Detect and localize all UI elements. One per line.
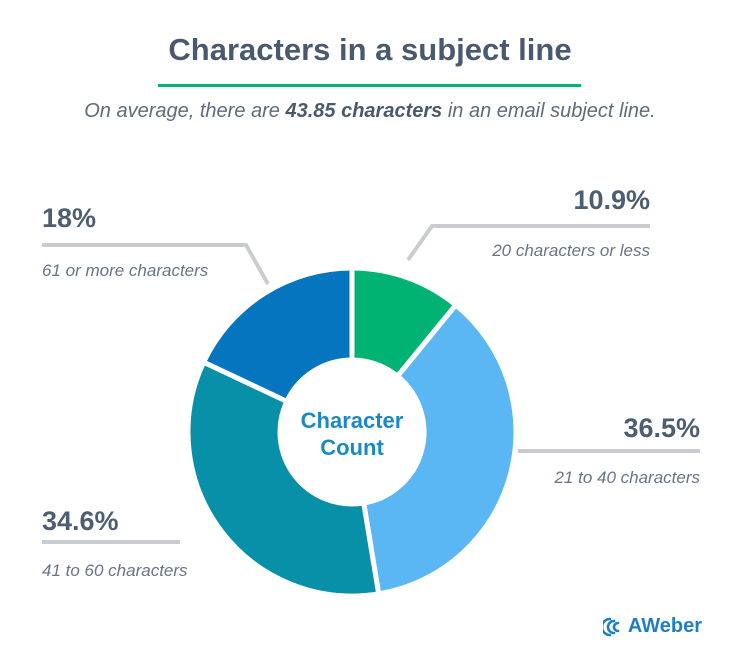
aweber-logo: AWeber — [602, 615, 702, 638]
subtitle-text-end: in an email subject line. — [442, 100, 656, 122]
donut-slice — [360, 301, 519, 597]
leader-lines — [42, 224, 700, 544]
slice-category-label: 41 to 60 characters — [42, 561, 188, 580]
leader-line — [42, 243, 270, 285]
slice-category-label: 61 or more characters — [42, 261, 209, 280]
subtitle-text-start: On average, there are — [84, 100, 286, 122]
title-underline — [158, 84, 581, 87]
slice-percent-label: 36.5% — [623, 413, 700, 443]
donut-slices — [185, 265, 519, 599]
slice-percent-label: 34.6% — [42, 506, 119, 536]
slice-category-label: 20 characters or less — [491, 241, 650, 260]
slice-category-label: 21 to 40 characters — [553, 468, 700, 487]
center-label-line-1: Character — [301, 408, 404, 433]
center-label-line-2: Count — [320, 435, 384, 460]
logo-text: AWeber — [627, 615, 702, 637]
slice-labels: 10.9% 20 characters or less 36.5% 21 to 40 … — [42, 185, 700, 580]
chart-title: Characters in a subject line — [168, 32, 572, 67]
chart-subtitle: On average, there are 43.85 characters i… — [0, 100, 740, 123]
donut-slice — [200, 265, 355, 405]
leader-line — [406, 224, 650, 262]
subtitle-highlight: 43.85 characters — [285, 100, 443, 122]
donut-slice — [185, 358, 382, 599]
aweber-logo-icon — [602, 617, 620, 636]
slice-percent-label: 10.9% — [573, 185, 650, 215]
slice-percent-label: 18% — [42, 203, 96, 233]
